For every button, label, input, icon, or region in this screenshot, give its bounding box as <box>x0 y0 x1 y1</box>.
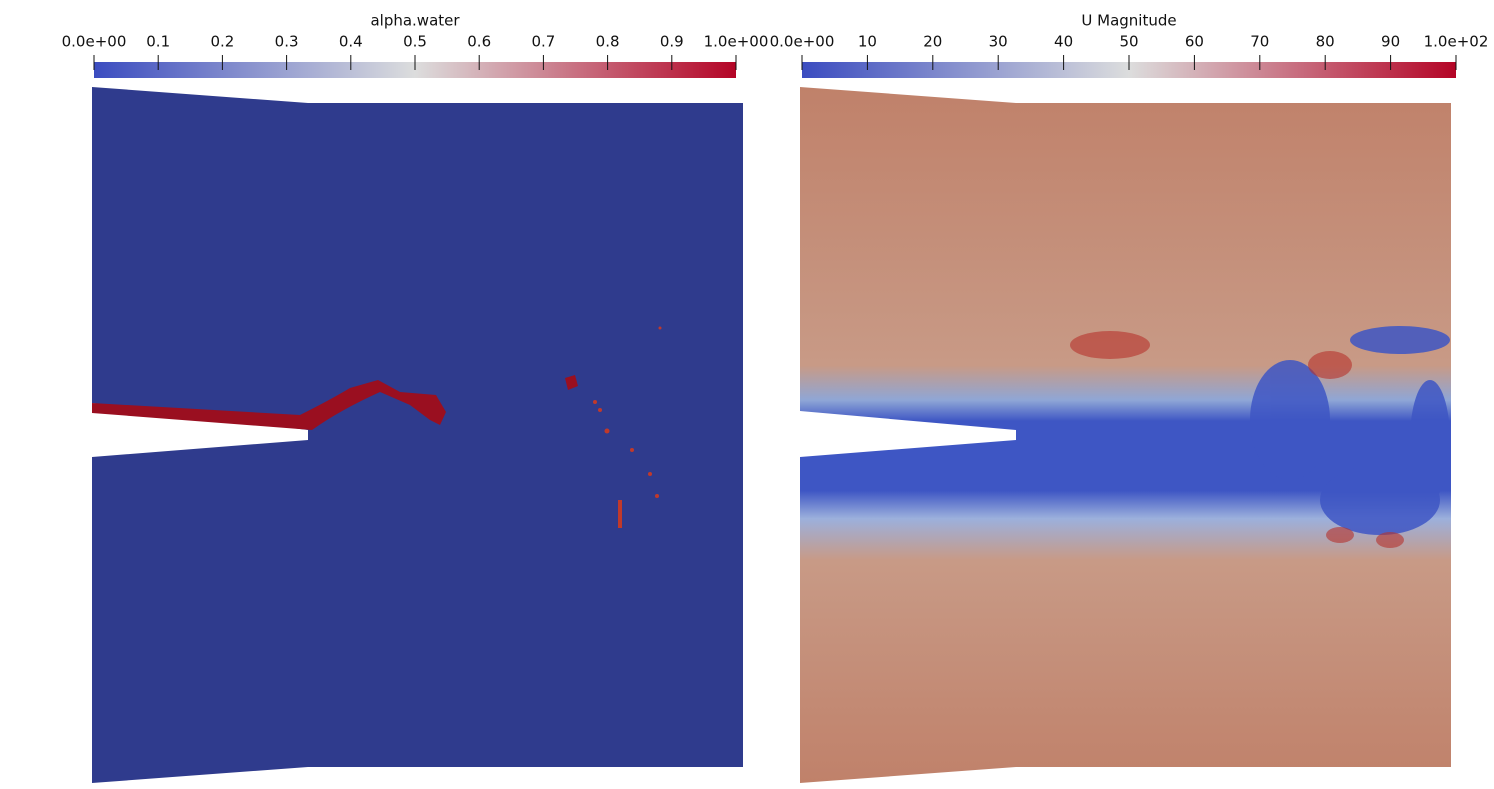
tick-label: 90 <box>1381 33 1400 51</box>
tick-label: 60 <box>1185 33 1204 51</box>
tick-label: 0.3 <box>275 33 299 51</box>
vortices <box>1250 326 1450 535</box>
water-jet <box>92 380 446 430</box>
water-drop <box>565 375 578 390</box>
tick-label: 0.1 <box>146 33 170 51</box>
tick-label: 30 <box>989 33 1008 51</box>
tick-label: 0.7 <box>531 33 555 51</box>
tick-label: 80 <box>1316 33 1335 51</box>
tick-label: 1.0e+02 <box>1424 33 1489 51</box>
tick-label: 20 <box>923 33 942 51</box>
high-speed-spots <box>1070 331 1404 548</box>
tick-label: 40 <box>1054 33 1073 51</box>
tick-label: 0.9 <box>660 33 684 51</box>
tick-label: 0.4 <box>339 33 363 51</box>
domain-u <box>800 87 1451 783</box>
tick-label: 70 <box>1250 33 1269 51</box>
tick-label: 0.0e+00 <box>770 33 835 51</box>
domain-alpha <box>92 87 743 783</box>
droplets <box>593 326 662 528</box>
tick-label: 0.6 <box>467 33 491 51</box>
tick-label: 10 <box>858 33 877 51</box>
tick-label: 0.8 <box>596 33 620 51</box>
tick-label: 0.5 <box>403 33 427 51</box>
colorbar-title: alpha.water <box>370 12 460 30</box>
colorbar-title: U Magnitude <box>1081 12 1176 30</box>
tick-label: 50 <box>1119 33 1138 51</box>
tick-label: 0.2 <box>210 33 234 51</box>
tick-label: 1.0e+00 <box>704 33 769 51</box>
tick-label: 0.0e+00 <box>62 33 127 51</box>
